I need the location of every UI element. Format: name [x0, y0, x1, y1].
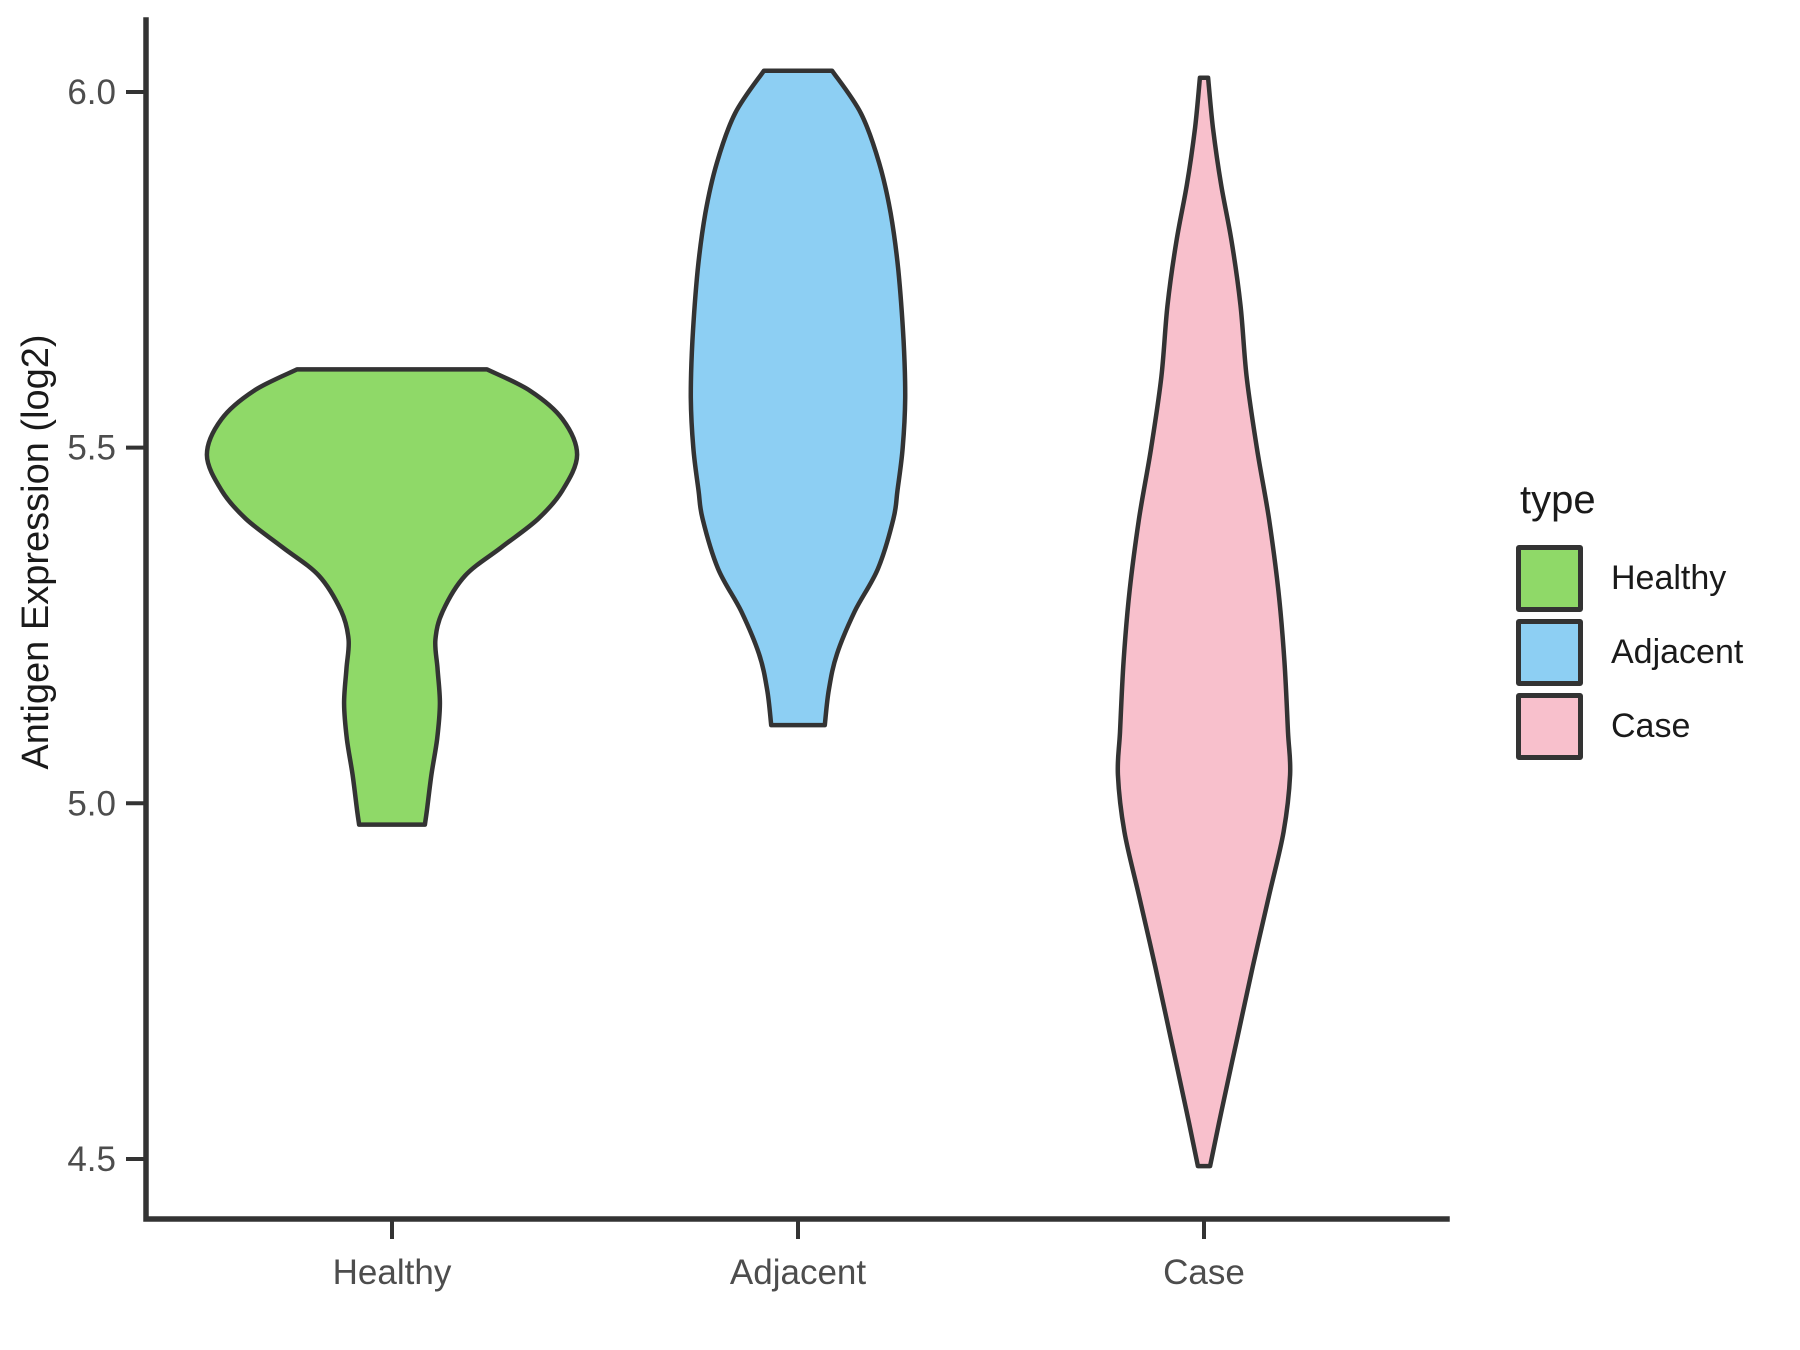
y-axis-ticks: 4.5 5.0 5.5 6.0: [67, 73, 146, 1179]
x-tick-label-case: Case: [1163, 1253, 1245, 1292]
legend-swatch-healthy: [1516, 545, 1583, 612]
violin-healthy: [204, 367, 580, 827]
legend-title: type: [1520, 478, 1596, 522]
legend-item-case: Case: [1516, 693, 1743, 760]
axis-lines: [143, 17, 1450, 1222]
violin-adjacent: [688, 68, 908, 728]
x-axis-ticks: Healthy Adjacent Case: [333, 1219, 1245, 1292]
y-tick-label: 4.5: [67, 1140, 116, 1179]
legend-item-healthy: Healthy: [1516, 545, 1743, 612]
y-tick-label: 6.0: [67, 73, 116, 112]
y-tick-label: 5.0: [67, 784, 116, 823]
legend-item-adjacent: Adjacent: [1516, 619, 1743, 686]
legend-swatch-case: [1516, 693, 1583, 760]
legend-label-case: Case: [1611, 707, 1691, 745]
legend-swatch-adjacent: [1516, 619, 1583, 686]
legend: type Healthy Adjacent Case: [1516, 478, 1743, 767]
legend-label-adjacent: Adjacent: [1611, 633, 1744, 671]
legend-label-healthy: Healthy: [1611, 559, 1727, 597]
x-tick-label-healthy: Healthy: [333, 1253, 452, 1292]
x-tick-label-adjacent: Adjacent: [730, 1253, 866, 1292]
violin-case: [1115, 75, 1293, 1169]
y-tick-label: 5.5: [67, 429, 116, 468]
y-axis-title: Antigen Expression (log2): [15, 334, 57, 769]
violins-group: [204, 68, 1293, 1169]
